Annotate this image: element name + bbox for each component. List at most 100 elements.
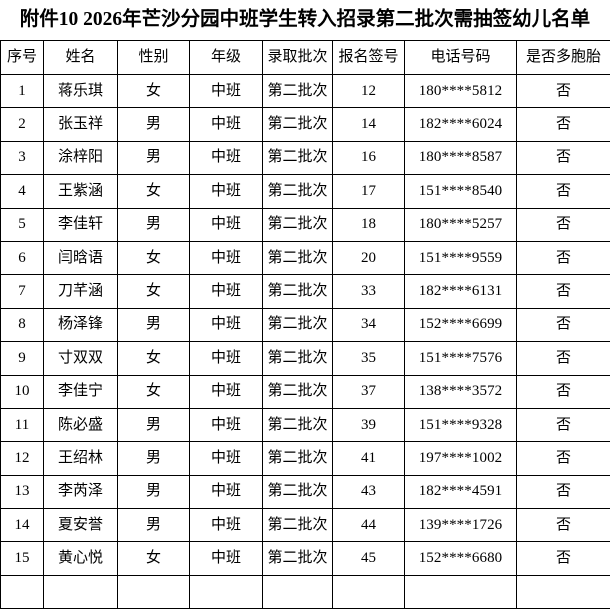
cell-multiple: 否 xyxy=(517,342,610,375)
cell-name: 王绍林 xyxy=(44,442,118,475)
cell-phone: 180****5812 xyxy=(405,75,517,108)
cell-multiple: 否 xyxy=(517,408,610,441)
cell-gender: 女 xyxy=(118,275,190,308)
column-header-signno: 报名签号 xyxy=(333,41,405,75)
cell-batch: 第二批次 xyxy=(263,442,333,475)
cell-name: 王紫涵 xyxy=(44,175,118,208)
column-header-seq: 序号 xyxy=(1,41,44,75)
cell-gender: 男 xyxy=(118,108,190,141)
cell-seq: 5 xyxy=(1,208,44,241)
column-header-grade: 年级 xyxy=(190,41,263,75)
cell-batch: 第二批次 xyxy=(263,275,333,308)
cell-name: 涂梓阳 xyxy=(44,141,118,174)
table-header: 序号 姓名 性别 年级 录取批次 报名签号 电话号码 是否多胞胎 xyxy=(1,41,610,75)
cell-signno: 39 xyxy=(333,408,405,441)
cell-signno: 45 xyxy=(333,542,405,575)
cell-signno: 41 xyxy=(333,442,405,475)
cell-signno: 16 xyxy=(333,141,405,174)
cell-phone: 182****6131 xyxy=(405,275,517,308)
cell-grade: 中班 xyxy=(190,141,263,174)
cell-signno: 12 xyxy=(333,75,405,108)
cell-name: 黄心悦 xyxy=(44,542,118,575)
cell-signno: 20 xyxy=(333,241,405,274)
cell-name: 李芮泽 xyxy=(44,475,118,508)
cell-name: 张玉祥 xyxy=(44,108,118,141)
cell-seq: 1 xyxy=(1,75,44,108)
cell-seq: 12 xyxy=(1,442,44,475)
cell-signno: 44 xyxy=(333,509,405,542)
cell-grade: 中班 xyxy=(190,408,263,441)
cell-batch: 第二批次 xyxy=(263,141,333,174)
column-header-gender: 性别 xyxy=(118,41,190,75)
cell-empty-gender xyxy=(118,575,190,608)
cell-grade: 中班 xyxy=(190,308,263,341)
cell-phone: 197****1002 xyxy=(405,442,517,475)
cell-name: 杨泽锋 xyxy=(44,308,118,341)
cell-empty-batch xyxy=(263,575,333,608)
cell-name: 刀芊涵 xyxy=(44,275,118,308)
cell-batch: 第二批次 xyxy=(263,308,333,341)
cell-seq: 15 xyxy=(1,542,44,575)
cell-signno: 18 xyxy=(333,208,405,241)
cell-batch: 第二批次 xyxy=(263,108,333,141)
cell-phone: 152****6680 xyxy=(405,542,517,575)
cell-multiple: 否 xyxy=(517,375,610,408)
cell-batch: 第二批次 xyxy=(263,542,333,575)
cell-gender: 女 xyxy=(118,375,190,408)
cell-batch: 第二批次 xyxy=(263,241,333,274)
cell-multiple: 否 xyxy=(517,442,610,475)
cell-seq: 2 xyxy=(1,108,44,141)
cell-empty-seq xyxy=(1,575,44,608)
cell-multiple: 否 xyxy=(517,509,610,542)
table-row-empty xyxy=(1,575,610,608)
cell-grade: 中班 xyxy=(190,375,263,408)
cell-multiple: 否 xyxy=(517,75,610,108)
cell-phone: 151****7576 xyxy=(405,342,517,375)
cell-gender: 男 xyxy=(118,208,190,241)
cell-phone: 182****4591 xyxy=(405,475,517,508)
cell-multiple: 否 xyxy=(517,475,610,508)
cell-gender: 女 xyxy=(118,542,190,575)
cell-batch: 第二批次 xyxy=(263,408,333,441)
cell-name: 闫晗语 xyxy=(44,241,118,274)
cell-gender: 男 xyxy=(118,308,190,341)
cell-gender: 男 xyxy=(118,475,190,508)
cell-seq: 14 xyxy=(1,509,44,542)
table-header-row: 序号 姓名 性别 年级 录取批次 报名签号 电话号码 是否多胞胎 xyxy=(1,41,610,75)
cell-seq: 10 xyxy=(1,375,44,408)
cell-multiple: 否 xyxy=(517,208,610,241)
cell-batch: 第二批次 xyxy=(263,75,333,108)
cell-grade: 中班 xyxy=(190,542,263,575)
cell-batch: 第二批次 xyxy=(263,475,333,508)
cell-seq: 11 xyxy=(1,408,44,441)
cell-multiple: 否 xyxy=(517,108,610,141)
cell-signno: 14 xyxy=(333,108,405,141)
cell-phone: 152****6699 xyxy=(405,308,517,341)
cell-multiple: 否 xyxy=(517,308,610,341)
cell-multiple: 否 xyxy=(517,175,610,208)
cell-gender: 男 xyxy=(118,442,190,475)
cell-phone: 180****5257 xyxy=(405,208,517,241)
cell-grade: 中班 xyxy=(190,509,263,542)
cell-phone: 180****8587 xyxy=(405,141,517,174)
cell-signno: 43 xyxy=(333,475,405,508)
cell-empty-signno xyxy=(333,575,405,608)
cell-signno: 35 xyxy=(333,342,405,375)
cell-name: 夏安誉 xyxy=(44,509,118,542)
cell-seq: 13 xyxy=(1,475,44,508)
cell-empty-grade xyxy=(190,575,263,608)
cell-empty-name xyxy=(44,575,118,608)
column-header-batch: 录取批次 xyxy=(263,41,333,75)
cell-multiple: 否 xyxy=(517,141,610,174)
